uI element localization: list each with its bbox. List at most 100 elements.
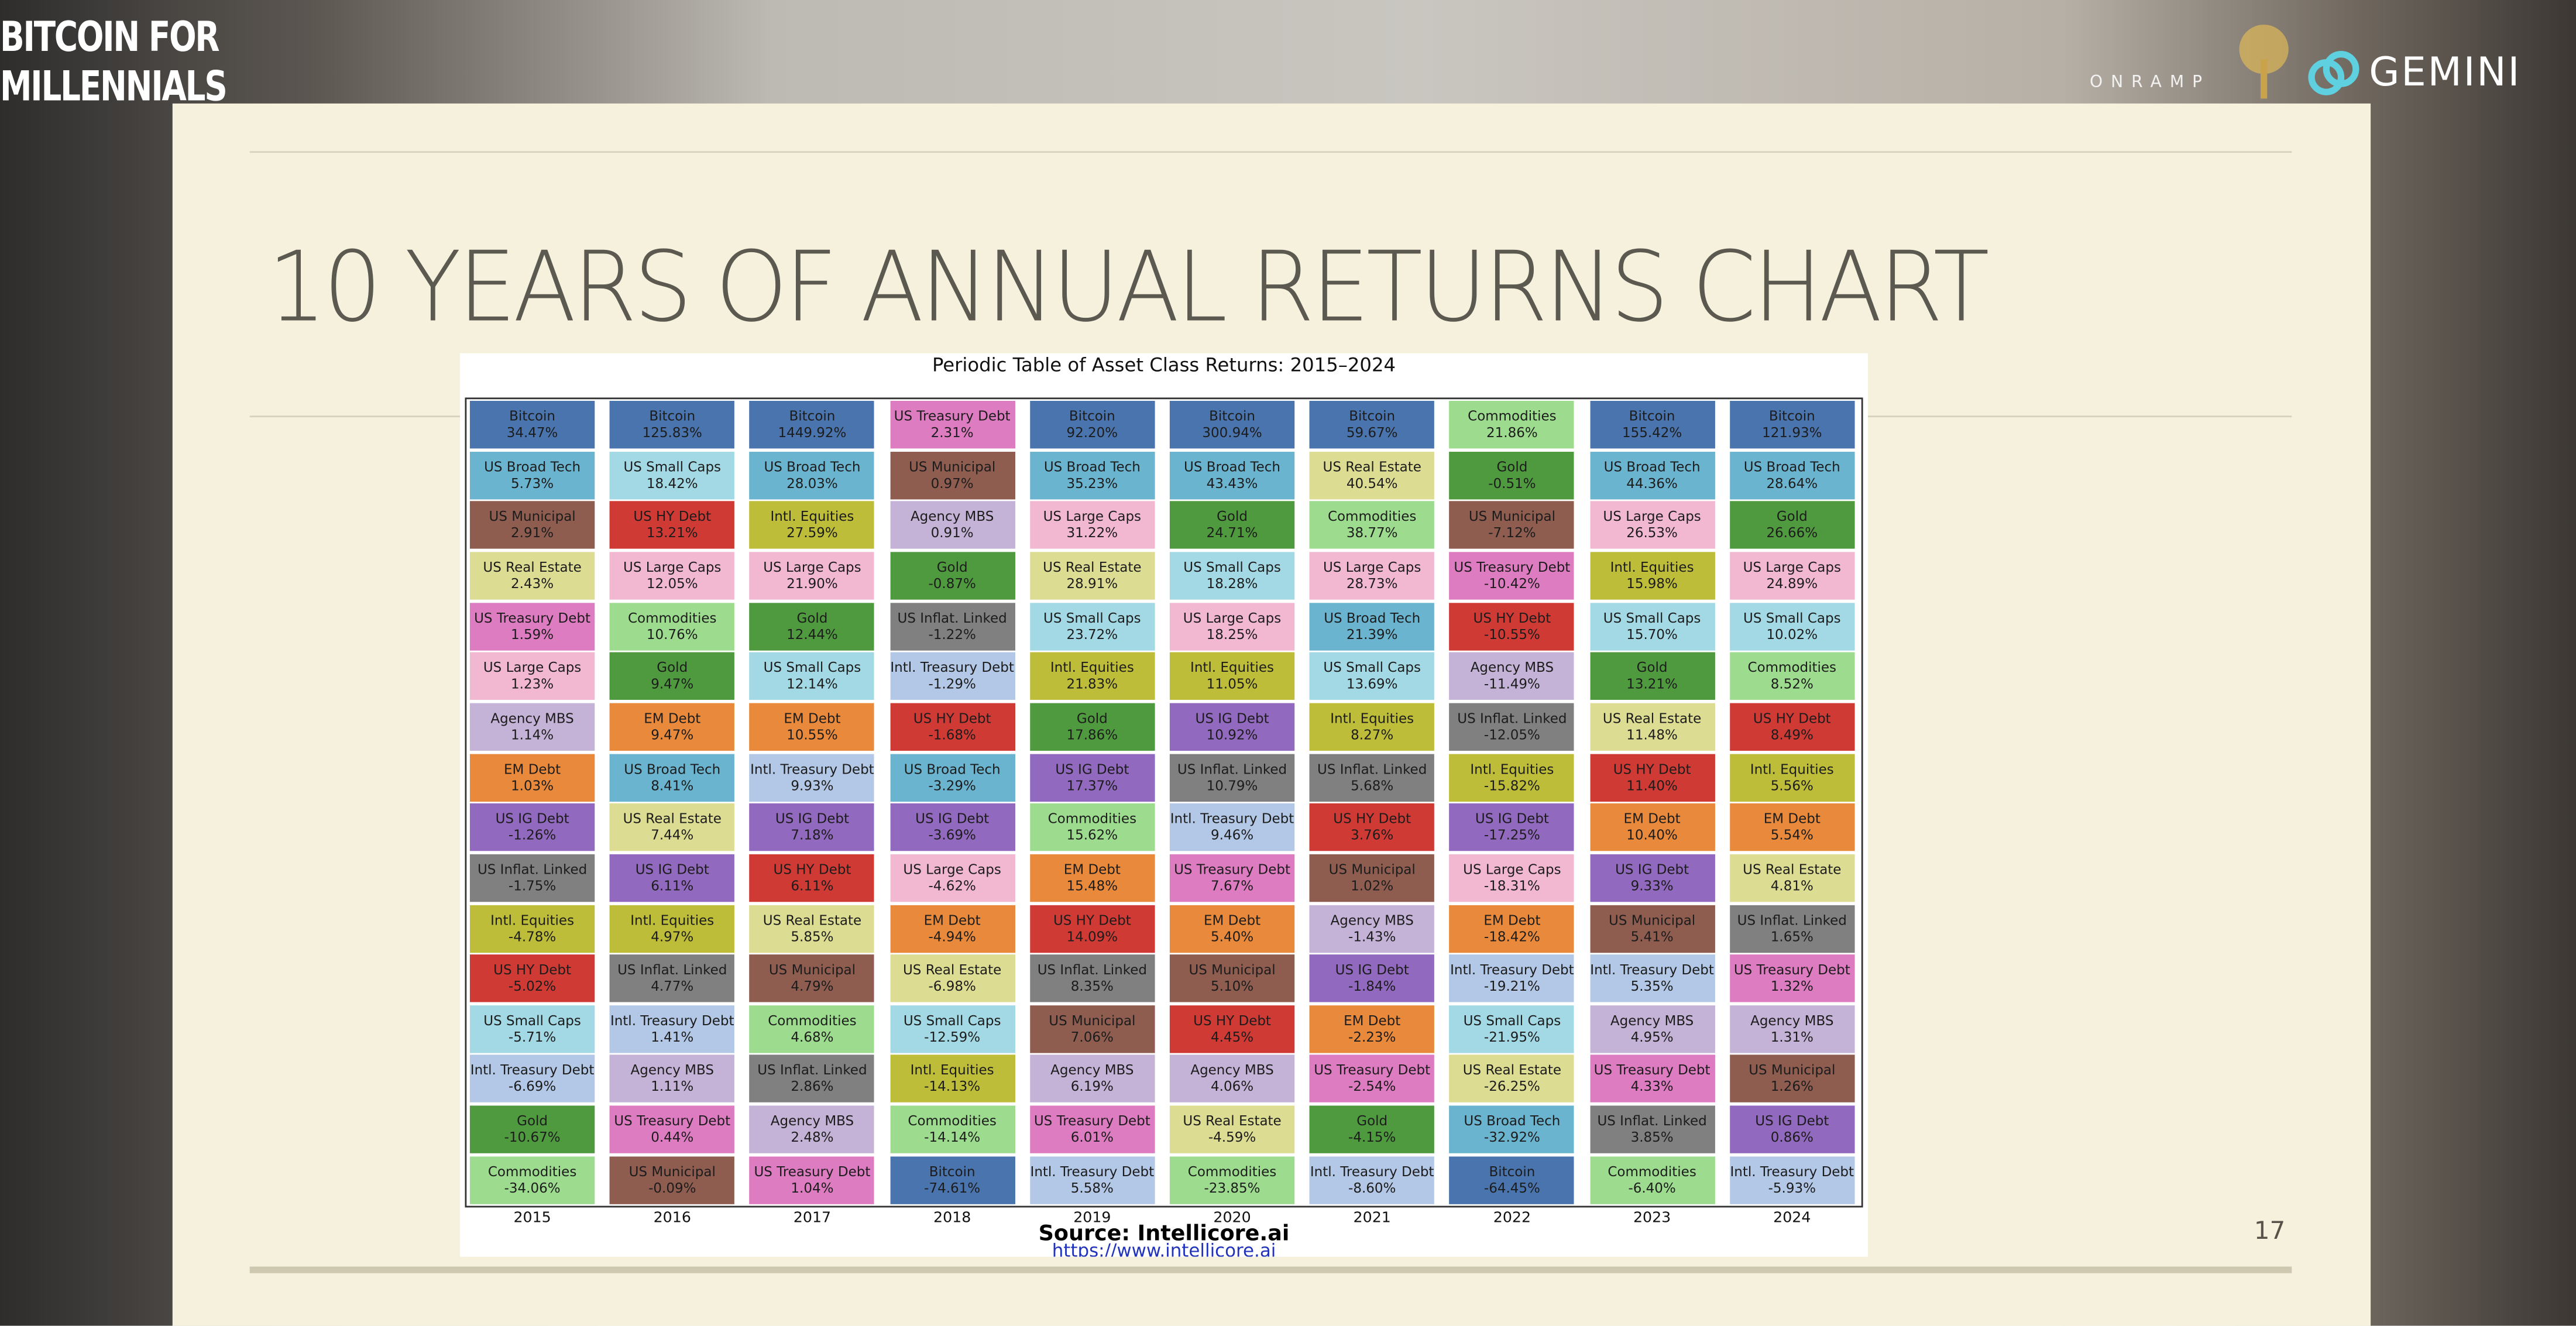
return-value: -10.55% [1483, 625, 1540, 642]
cell: US IG Debt 7.18% [750, 803, 875, 851]
cell: US Inflat. Linked -12.05% [1450, 703, 1575, 751]
asset-name: Bitcoin [1768, 407, 1815, 424]
asset-name: US Municipal [489, 508, 576, 525]
cell: Intl. Treasury Debt 5.35% [1589, 954, 1715, 1002]
cell: Bitcoin 59.67% [1310, 401, 1435, 449]
return-value: -4.62% [928, 877, 976, 894]
plot-frame [465, 397, 1863, 1208]
cell: Commodities 4.68% [750, 1005, 875, 1053]
asset-name: US IG Debt [1755, 1112, 1829, 1129]
asset-name: US Municipal [909, 458, 996, 475]
asset-name: US Municipal [768, 961, 856, 978]
asset-name: Commodities [1187, 1162, 1277, 1180]
cell: Intl. Equities -14.13% [889, 1055, 1015, 1103]
return-value: 1.11% [651, 1078, 694, 1095]
asset-name: US IG Debt [1195, 709, 1269, 726]
asset-name: Commodities [1468, 407, 1557, 424]
cell: US Municipal 1.26% [1729, 1055, 1854, 1103]
cell: US Inflat. Linked 3.85% [1589, 1105, 1715, 1154]
asset-name: US IG Debt [1475, 810, 1549, 827]
return-value: 4.33% [1630, 1078, 1674, 1095]
cell: US Broad Tech -32.92% [1450, 1105, 1575, 1154]
return-value: -10.42% [1483, 575, 1540, 592]
return-value: 13.21% [646, 524, 698, 541]
return-value: 10.55% [786, 726, 838, 743]
return-value: 5.10% [1211, 977, 1254, 994]
return-value: -6.69% [508, 1078, 557, 1095]
return-value: 3.76% [1351, 826, 1394, 843]
asset-name: Commodities [1747, 659, 1837, 676]
return-value: -14.14% [924, 1128, 981, 1146]
page-number: 17 [2254, 1215, 2286, 1246]
asset-name: US Broad Tech [1184, 458, 1281, 475]
asset-name: EM Debt [504, 760, 561, 777]
return-value: 24.89% [1766, 575, 1818, 592]
asset-name: US Large Caps [1603, 508, 1701, 525]
cell: Agency MBS 1.31% [1729, 1005, 1854, 1053]
return-value: -3.69% [928, 826, 976, 843]
asset-name: US Broad Tech [1043, 458, 1141, 475]
cell: Gold -4.15% [1310, 1105, 1435, 1154]
return-value: -2.54% [1348, 1078, 1396, 1095]
return-value: 5.40% [1211, 927, 1254, 944]
cell: EM Debt 1.03% [469, 753, 595, 801]
cell: US HY Debt -10.55% [1450, 602, 1575, 650]
return-value: 2.43% [511, 575, 554, 592]
return-value: 1.26% [1770, 1078, 1813, 1095]
cell: US IG Debt -1.26% [469, 803, 595, 851]
cell: US Treasury Debt 1.32% [1729, 954, 1854, 1002]
year-label: 2020 [1213, 1211, 1251, 1228]
return-value: 1.14% [511, 726, 554, 743]
asset-name: US IG Debt [775, 810, 849, 827]
cell: US Real Estate -6.98% [889, 954, 1015, 1002]
cell: US Municipal 5.41% [1589, 904, 1715, 952]
asset-name: US IG Debt [1335, 961, 1409, 978]
return-value: -18.31% [1483, 877, 1540, 894]
return-value: 92.20% [1066, 424, 1118, 441]
asset-name: US Municipal [1328, 860, 1416, 877]
asset-name: US Treasury Debt [1174, 860, 1290, 877]
cell: US Inflat. Linked -1.22% [889, 602, 1015, 650]
return-value: 8.49% [1770, 726, 1813, 743]
tree-icon [2239, 25, 2289, 99]
cell: Bitcoin 125.83% [610, 401, 735, 449]
asset-name: Agency MBS [1190, 1062, 1274, 1078]
cell: US Broad Tech 44.36% [1589, 451, 1715, 499]
cell: US Large Caps 31.22% [1029, 501, 1155, 549]
asset-name: US Treasury Debt [1454, 558, 1571, 575]
asset-name: Gold [657, 659, 688, 676]
return-value: 17.86% [1066, 726, 1118, 743]
year-label: 2015 [513, 1211, 551, 1228]
return-value: -6.40% [1628, 1179, 1676, 1196]
asset-name: Commodities [908, 1112, 997, 1129]
asset-name: US Real Estate [1602, 709, 1702, 726]
asset-name: US Broad Tech [904, 760, 1001, 777]
return-value: 34.47% [506, 424, 558, 441]
cell: Agency MBS 6.19% [1029, 1055, 1155, 1103]
cell: US Municipal 7.06% [1029, 1005, 1155, 1053]
return-value: 2.31% [930, 424, 974, 441]
asset-name: US Inflat. Linked [1457, 709, 1567, 726]
cell: US Municipal -0.09% [610, 1156, 735, 1204]
cell: Commodities 8.52% [1729, 652, 1854, 700]
return-value: -4.78% [508, 927, 557, 944]
return-value: 9.33% [1630, 877, 1674, 894]
return-value: 28.91% [1066, 575, 1118, 592]
asset-name: US Treasury Debt [1593, 1062, 1711, 1078]
cell: US Real Estate -26.25% [1450, 1055, 1575, 1103]
cell: Agency MBS -1.43% [1310, 904, 1435, 952]
return-value: 0.97% [930, 474, 974, 491]
cell: US Large Caps 21.90% [750, 552, 875, 600]
cell: Intl. Equities 21.83% [1029, 652, 1155, 700]
cell: Agency MBS 1.11% [610, 1055, 735, 1103]
cell: US Large Caps 12.05% [610, 552, 735, 600]
asset-name: US Broad Tech [1464, 1112, 1561, 1129]
return-value: -4.59% [1208, 1128, 1256, 1146]
return-value: 12.14% [786, 675, 838, 692]
return-value: 7.18% [791, 826, 834, 843]
chart: Periodic Table of Asset Class Returns: 2… [460, 353, 1869, 1257]
asset-name: Intl. Treasury Debt [750, 760, 874, 777]
cell: US Broad Tech 35.23% [1029, 451, 1155, 499]
cell: US IG Debt 9.33% [1589, 854, 1715, 902]
return-value: 5.68% [1351, 776, 1394, 793]
